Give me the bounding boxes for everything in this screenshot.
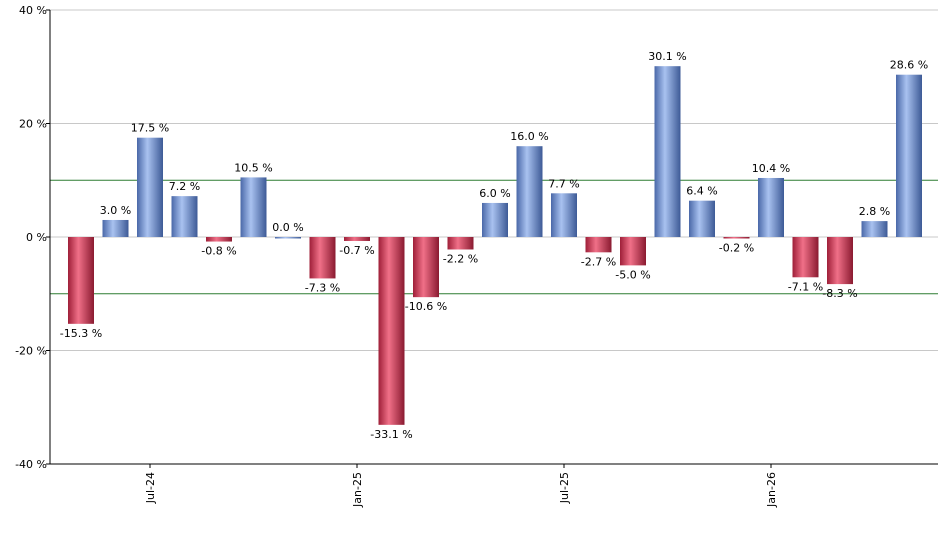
bar-value-label: 17.5 %: [131, 122, 169, 135]
bar-positive: [102, 219, 129, 237]
data-labels: -15.3 % 3.0 % 17.5 % 7.2 % -0.8 % 10.5 % 0.0 %…: [60, 50, 928, 441]
bar-value-label: -7.1 %: [788, 280, 823, 293]
bar-value-label: -7.3 %: [305, 281, 340, 294]
bar-value-label: 3.0 %: [100, 204, 131, 217]
bar-positive: [482, 202, 508, 237]
bar-negative: [792, 237, 819, 278]
bar-value-label: -10.6 %: [405, 300, 447, 313]
bar-negative: [620, 237, 646, 266]
bar-value-label: 6.0 %: [479, 187, 510, 200]
x-tick-label: Jan-25: [351, 472, 364, 508]
y-tick-label: 40 %: [19, 4, 47, 17]
bar-negative: [723, 237, 750, 239]
bar-value-label: -0.2 %: [719, 242, 754, 255]
bar-positive: [516, 146, 543, 237]
x-tick-label: Jul-25: [558, 472, 571, 504]
bar-positive: [896, 74, 922, 237]
axes: 40 % 20 % 0 % -20 % -40 % Jul-24 Jan-25 Jul-25 J…: [15, 4, 938, 508]
bar-value-label: 2.8 %: [859, 205, 890, 218]
bar-negative: [827, 237, 853, 285]
bar-negative: [344, 237, 370, 241]
bar-value-label: 0.0 %: [272, 221, 303, 234]
bar-value-label: 7.2 %: [169, 180, 200, 193]
bar-value-label: -2.7 %: [581, 255, 616, 268]
bar-positive: [240, 177, 267, 237]
bar-negative: [68, 237, 94, 324]
bar-value-label: -8.3 %: [822, 287, 857, 300]
bar-value-label: 28.6 %: [890, 59, 928, 72]
bar-negative: [585, 237, 612, 253]
bar-negative: [378, 237, 405, 425]
y-tick-label: -40 %: [15, 458, 47, 471]
bar-value-label: 7.7 %: [548, 177, 579, 190]
bar-value-label: -15.3 %: [60, 327, 102, 340]
bar-value-label: -33.1 %: [370, 428, 412, 441]
y-tick-label: 20 %: [19, 118, 47, 131]
bar-value-label: 6.4 %: [686, 185, 717, 198]
bar-value-label: 16.0 %: [510, 130, 548, 143]
bar-value-label: 10.5 %: [234, 161, 272, 174]
bar-negative: [309, 237, 336, 279]
bar-positive: [275, 237, 301, 239]
bar-value-label: -2.2 %: [443, 252, 478, 265]
y-tick-label: 0 %: [26, 231, 47, 244]
bar-negative: [206, 237, 232, 242]
bar-negative: [447, 237, 474, 250]
bar-positive: [861, 221, 888, 237]
bars: [68, 66, 922, 425]
bar-value-label: 10.4 %: [752, 162, 790, 175]
bar-positive: [137, 137, 163, 237]
bar-positive: [758, 177, 784, 237]
y-tick-label: -20 %: [15, 345, 47, 358]
bar-positive: [551, 193, 577, 237]
bar-value-label: -5.0 %: [615, 268, 650, 281]
bar-value-label: 30.1 %: [648, 50, 686, 63]
bar-positive: [689, 200, 715, 237]
bar-value-label: -0.8 %: [201, 245, 236, 258]
bar-value-label: -0.7 %: [339, 244, 374, 257]
bar-positive: [171, 196, 198, 237]
reference-lines: [50, 179, 938, 295]
bar-positive: [654, 66, 681, 238]
bar-negative: [413, 237, 439, 298]
x-tick-label: Jul-24: [144, 472, 157, 504]
x-tick-label: Jan-26: [765, 472, 778, 508]
